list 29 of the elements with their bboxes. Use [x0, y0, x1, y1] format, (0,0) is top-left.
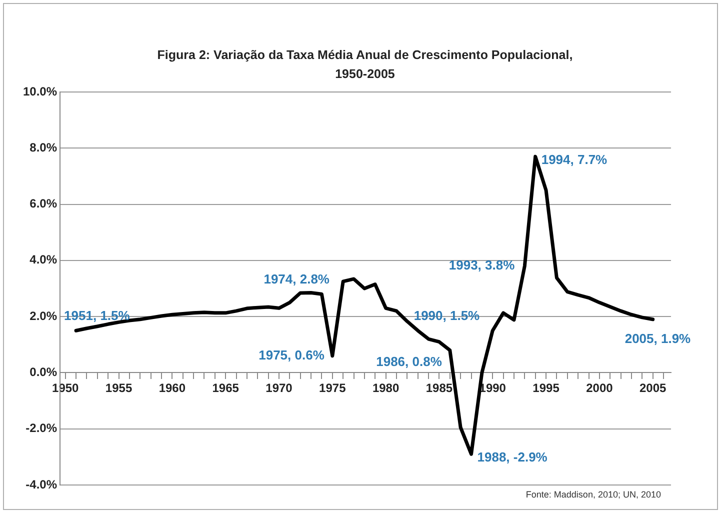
annotation: 1986, 0.8% [376, 354, 442, 369]
chart-title: Figura 2: Variação da Taxa Média Anual de Crescimento Populacional, 1950-2005 [156, 47, 574, 83]
x-tick-label: 1970 [266, 381, 293, 396]
y-tick-label: 6.0% [30, 196, 58, 211]
y-tick-label: -2.0% [26, 421, 58, 436]
annotation: 1993, 3.8% [448, 258, 516, 273]
annotation: 1951, 1.5% [64, 308, 130, 324]
y-tick-label: 4.0% [30, 252, 58, 267]
annotation: 1988, -2.9% [477, 450, 548, 465]
y-tick-label: 2.0% [30, 308, 58, 323]
y-tick-label: 10.0% [22, 84, 58, 98]
x-tick-label: 1965 [212, 381, 240, 396]
x-tick-label: 1955 [105, 381, 132, 396]
x-tick-label: 1975 [319, 381, 346, 396]
x-tick-label: 2000 [586, 381, 614, 396]
annotation: 2005, 1.9% [624, 330, 692, 346]
annotation: 1994, 7.7% [541, 152, 608, 168]
y-tick-label: -4.0% [26, 477, 58, 492]
x-tick-label: 1960 [158, 381, 186, 396]
annotation: 1990, 1.5% [414, 308, 480, 324]
x-tick-label: 1995 [532, 381, 560, 396]
x-tick-label: 2005 [639, 381, 667, 396]
y-tick-label: 0.0% [30, 365, 58, 380]
source-note: Fonte: Maddison, 2010; UN, 2010 [526, 489, 661, 500]
annotation: 1975, 0.6% [258, 347, 325, 362]
annotation: 1974, 2.8% [264, 272, 330, 287]
x-tick-label: 1980 [372, 381, 400, 396]
y-tick-label: 8.0% [30, 140, 58, 154]
x-tick-label: 1985 [426, 381, 453, 396]
